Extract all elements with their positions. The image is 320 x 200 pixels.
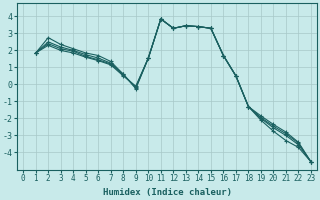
X-axis label: Humidex (Indice chaleur): Humidex (Indice chaleur): [103, 188, 232, 197]
